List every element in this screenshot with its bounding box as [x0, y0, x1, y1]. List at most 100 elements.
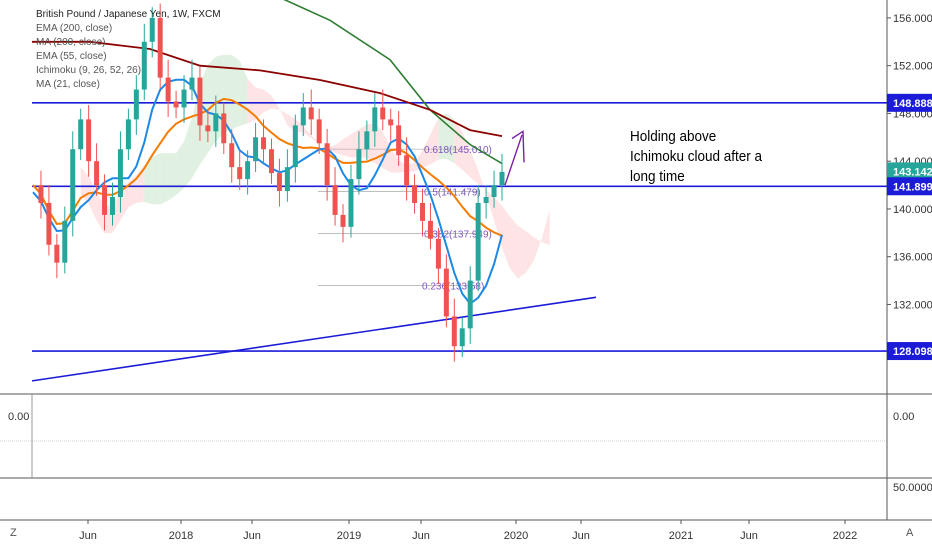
candle-body — [62, 220, 68, 263]
candle-body — [94, 161, 100, 186]
candle-body — [237, 167, 243, 180]
ema55-line — [32, 97, 503, 237]
ichimoku-cloud-segment — [279, 108, 288, 126]
candle-body — [499, 171, 505, 186]
x-tick-label: 2022 — [833, 530, 857, 542]
ma21-line — [32, 78, 503, 306]
corner-label-z[interactable]: Z — [10, 527, 17, 539]
candle-body — [332, 185, 338, 215]
price-label-text: 143.142 — [893, 166, 932, 178]
candle-body — [340, 214, 346, 227]
ichimoku-cloud-segment — [525, 230, 534, 273]
candle-body — [356, 149, 362, 180]
candle-body — [451, 316, 457, 347]
ichimoku-cloud-segment — [176, 141, 185, 196]
candle-body — [276, 173, 282, 192]
candle-body — [54, 244, 60, 263]
ema200-line — [283, 0, 503, 165]
x-tick-label: 2020 — [504, 530, 528, 542]
candle-body — [261, 137, 267, 150]
candle-body — [420, 202, 426, 221]
candle-body — [205, 125, 211, 132]
y-tick-label: 140.000 — [893, 204, 932, 216]
candle-body — [380, 107, 386, 120]
corner-label-a[interactable]: A — [906, 527, 914, 539]
candle-body — [70, 149, 76, 221]
ichimoku-cloud-segment — [517, 225, 526, 279]
price-label-box — [887, 93, 932, 112]
price-label-text: 148.888 — [893, 98, 932, 110]
ma200-line — [32, 40, 503, 137]
candle-body — [165, 77, 171, 102]
candle-body — [404, 155, 410, 186]
fib-level-label: 0.236(133.58) — [422, 282, 484, 293]
legend-ema55: EMA (55, close) — [36, 51, 107, 62]
candle-body — [300, 107, 306, 126]
ichimoku-cloud-segment — [462, 131, 471, 178]
x-tick-label: 2018 — [169, 530, 193, 542]
ichimoku-cloud-segment — [247, 78, 256, 124]
x-tick-label: Jun — [243, 530, 261, 542]
ichimoku-cloud-segment — [478, 170, 487, 195]
candle-body — [125, 119, 131, 150]
projection-arrow-shaft — [504, 134, 523, 186]
candle-body — [348, 179, 354, 227]
x-tick-label: 2019 — [337, 530, 361, 542]
candle-body — [78, 119, 84, 150]
ichimoku-cloud-segment — [184, 117, 192, 189]
candle-body — [491, 185, 497, 197]
ichimoku-cloud-segment — [144, 157, 153, 205]
candle-body — [284, 167, 290, 192]
candle-body — [213, 113, 219, 132]
chart-legend: British Pound / Japanese Yen, 1W, FXCM E… — [36, 8, 221, 92]
ichimoku-cloud-segment — [88, 176, 97, 221]
ichimoku-cloud-segment — [502, 205, 510, 269]
candle-body — [117, 149, 123, 197]
candle-body — [46, 202, 52, 245]
candle-body — [427, 220, 433, 239]
candle-body — [86, 119, 92, 162]
ichimoku-cloud-segment — [168, 153, 177, 201]
candle-body — [483, 197, 489, 203]
lower-pane-right-tick: 0.00 — [893, 411, 914, 423]
y-tick-label: 156.000 — [893, 13, 932, 25]
ichimoku-cloud-segment — [263, 89, 272, 113]
price-label-box — [887, 342, 932, 361]
chart-title: British Pound / Japanese Yen, 1W, FXCM — [36, 9, 221, 20]
candle-body — [189, 77, 195, 90]
candle-body — [141, 41, 147, 90]
candle-body — [459, 328, 465, 347]
candle-body — [388, 119, 394, 126]
candle-body — [435, 238, 441, 269]
candle-body — [412, 185, 418, 203]
ichimoku-cloud-segment — [319, 142, 328, 149]
ichimoku-cloud-segment — [438, 113, 447, 160]
price-label-box — [887, 162, 932, 181]
candle-body — [308, 107, 314, 120]
candle-body — [372, 107, 378, 132]
x-tick-label: Jun — [740, 530, 758, 542]
candle-body — [364, 131, 370, 150]
ichimoku-cloud-segment — [390, 148, 399, 173]
trendline — [31, 296, 597, 382]
candle-body — [221, 113, 227, 144]
legend-ichimoku: Ichimoku (9, 26, 52, 26) — [36, 65, 142, 76]
x-tick-label: Jun — [79, 530, 97, 542]
candle-body — [149, 17, 155, 42]
candle-body — [173, 101, 179, 108]
candle-body — [133, 89, 139, 120]
x-tick-label: 2021 — [669, 530, 693, 542]
candle-body — [181, 89, 187, 108]
ichimoku-cloud-segment — [343, 134, 351, 158]
candle-body — [443, 268, 449, 317]
lower-pane-right-tick: 50.0000 — [893, 482, 932, 494]
candle-body — [396, 125, 402, 156]
ichimoku-cloud-segment — [231, 54, 240, 129]
projection-arrow-head — [511, 130, 525, 163]
candle-body — [38, 185, 44, 203]
y-tick-label: 152.000 — [893, 61, 932, 73]
ichimoku-cloud-segment — [152, 153, 161, 205]
y-tick-label: 136.000 — [893, 252, 932, 264]
ichimoku-cloud-segment — [533, 237, 542, 261]
